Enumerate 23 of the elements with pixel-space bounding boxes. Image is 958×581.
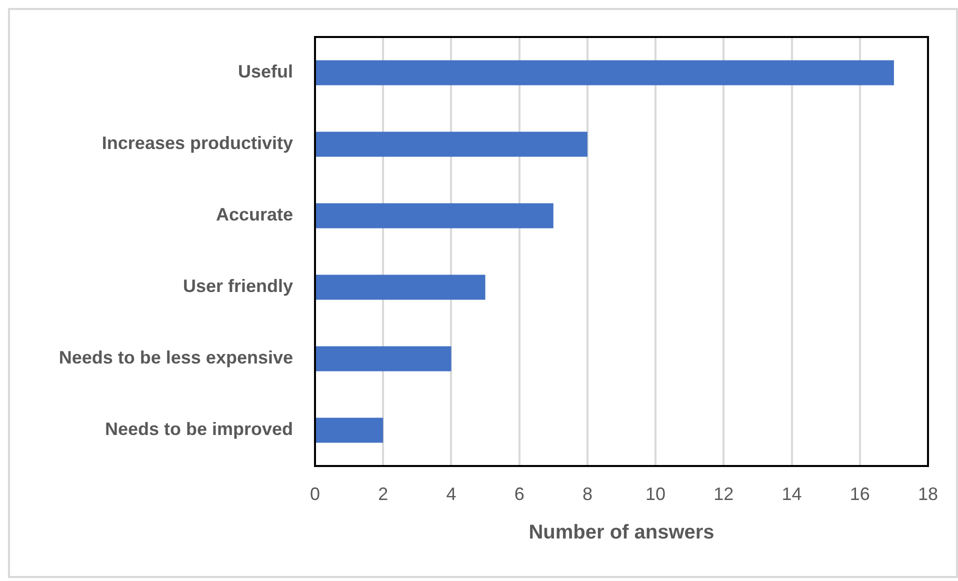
- x-tick-label: 10: [646, 484, 666, 504]
- bar: [316, 203, 554, 228]
- y-tick-label: Useful: [238, 62, 293, 82]
- x-tick-label: 16: [850, 484, 870, 504]
- x-tick-label: 4: [446, 484, 456, 504]
- y-tick-label: User friendly: [182, 276, 293, 296]
- bar: [316, 60, 894, 86]
- x-tick-label: 0: [310, 484, 320, 504]
- bar: [316, 418, 384, 443]
- x-axis-title: Number of answers: [528, 522, 714, 544]
- bar: [316, 132, 588, 157]
- x-tick-label: 6: [514, 484, 524, 504]
- y-tick-label: Increases productivity: [102, 133, 293, 154]
- y-tick-label: Needs to be less expensive: [58, 348, 293, 368]
- y-tick-label: Accurate: [216, 204, 293, 225]
- x-tick-label: 12: [714, 484, 734, 504]
- x-tick-label: 2: [378, 484, 388, 504]
- x-tick-label: 8: [582, 484, 592, 504]
- x-tick-label: 14: [782, 484, 802, 504]
- bar: [316, 346, 452, 372]
- y-tick-label: Needs to be improved: [104, 419, 293, 440]
- x-tick-label: 18: [918, 484, 938, 504]
- bar: [316, 274, 486, 300]
